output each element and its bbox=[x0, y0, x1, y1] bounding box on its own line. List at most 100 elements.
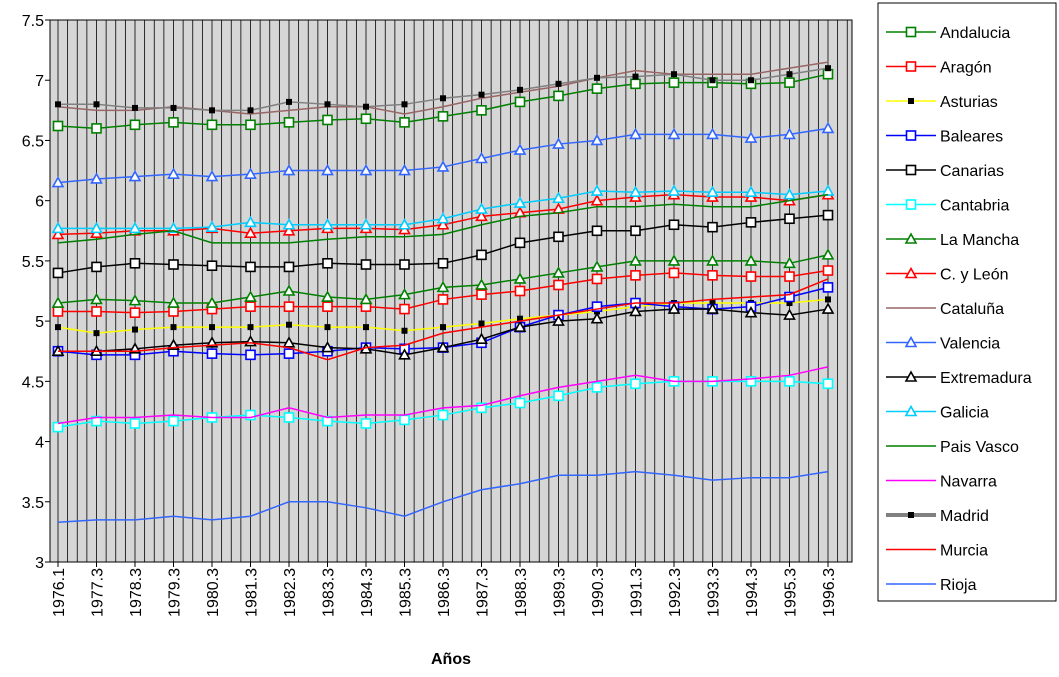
legend-label: C. y León bbox=[940, 267, 1008, 284]
data-point bbox=[436, 340, 450, 353]
legend-marker bbox=[904, 266, 918, 279]
x-tick-label: 1979.3 bbox=[167, 568, 184, 617]
data-point bbox=[744, 185, 758, 198]
data-point bbox=[205, 220, 219, 232]
x-tick-label: 1976.1 bbox=[51, 568, 68, 617]
data-point bbox=[630, 225, 641, 237]
data-point bbox=[399, 303, 410, 315]
data-point bbox=[91, 261, 102, 273]
data-point bbox=[436, 212, 450, 224]
data-point bbox=[244, 167, 257, 179]
data-point bbox=[590, 184, 604, 196]
x-tick-label: 1984.3 bbox=[359, 568, 376, 617]
data-point bbox=[282, 336, 296, 348]
legend-marker bbox=[908, 98, 914, 104]
data-point bbox=[363, 103, 369, 110]
data-point bbox=[55, 101, 61, 108]
data-point bbox=[322, 114, 333, 126]
data-point bbox=[594, 74, 600, 81]
data-point bbox=[783, 256, 796, 269]
data-point bbox=[630, 378, 641, 390]
x-tick-label: 1991.3 bbox=[629, 568, 646, 617]
data-point bbox=[478, 320, 485, 327]
legend-marker bbox=[905, 26, 917, 38]
series-line bbox=[57, 61, 829, 115]
data-point bbox=[167, 167, 180, 179]
data-point bbox=[475, 202, 488, 214]
data-point bbox=[55, 324, 61, 331]
data-point bbox=[321, 290, 334, 302]
data-point bbox=[629, 127, 642, 140]
data-point bbox=[478, 91, 485, 98]
data-point bbox=[170, 104, 177, 111]
data-point bbox=[555, 80, 562, 87]
data-point bbox=[324, 101, 331, 108]
series-line bbox=[57, 193, 829, 244]
data-point bbox=[360, 418, 372, 429]
data-point bbox=[744, 306, 758, 318]
data-point bbox=[398, 218, 411, 230]
legend-label: Murcia bbox=[940, 543, 988, 560]
data-point bbox=[667, 184, 681, 196]
data-point bbox=[209, 324, 215, 331]
data-point bbox=[52, 421, 64, 433]
data-point bbox=[513, 320, 527, 332]
legend-label: Canarias bbox=[940, 163, 1004, 180]
data-point bbox=[552, 266, 565, 278]
data-point bbox=[553, 90, 564, 102]
legend-label: Navarra bbox=[940, 474, 997, 491]
data-point bbox=[321, 163, 334, 176]
data-point bbox=[437, 111, 449, 122]
data-point bbox=[244, 290, 257, 302]
data-point bbox=[244, 226, 257, 238]
data-point bbox=[51, 221, 65, 234]
data-point bbox=[283, 348, 295, 359]
data-point bbox=[244, 215, 257, 228]
data-point bbox=[591, 83, 603, 94]
data-point bbox=[170, 324, 177, 331]
data-point bbox=[553, 279, 564, 291]
legend-marker bbox=[908, 512, 914, 518]
data-point bbox=[822, 282, 834, 293]
x-tick-label: 1978.3 bbox=[128, 568, 145, 617]
data-point bbox=[825, 65, 831, 72]
data-point bbox=[168, 117, 179, 128]
x-tick-label: 1988.3 bbox=[513, 568, 530, 617]
data-point bbox=[706, 127, 719, 140]
data-point bbox=[590, 260, 604, 272]
data-point bbox=[476, 289, 487, 300]
y-tick-label: 4 bbox=[35, 435, 44, 452]
data-point bbox=[552, 314, 565, 326]
data-point bbox=[322, 301, 333, 312]
legend-marker bbox=[904, 404, 918, 417]
legend-marker bbox=[905, 130, 917, 141]
data-point bbox=[283, 301, 295, 312]
x-tick-label: 1989.3 bbox=[552, 568, 569, 617]
data-point bbox=[514, 237, 526, 249]
data-point bbox=[132, 104, 138, 111]
legend-marker bbox=[904, 232, 918, 244]
data-point bbox=[514, 96, 526, 108]
data-point bbox=[128, 221, 142, 234]
data-point bbox=[437, 409, 449, 421]
data-point bbox=[206, 260, 218, 272]
legend-label: Pais Vasco bbox=[940, 439, 1019, 456]
y-tick-label: 7 bbox=[35, 73, 44, 90]
series-line bbox=[57, 470, 829, 524]
data-point bbox=[822, 378, 834, 390]
data-point bbox=[475, 209, 488, 222]
data-point bbox=[476, 249, 487, 261]
data-point bbox=[398, 163, 411, 176]
series-line bbox=[57, 366, 829, 425]
data-point bbox=[322, 257, 333, 269]
data-point bbox=[286, 321, 292, 328]
data-point bbox=[282, 224, 296, 236]
data-point bbox=[784, 213, 795, 225]
x-tick-label: 1977.3 bbox=[90, 568, 107, 617]
x-tick-label: 1995.3 bbox=[783, 568, 800, 617]
y-tick-label: 6.5 bbox=[22, 133, 44, 150]
data-point bbox=[245, 261, 256, 273]
data-point bbox=[630, 270, 641, 281]
data-point bbox=[359, 163, 373, 176]
data-point bbox=[822, 265, 834, 276]
